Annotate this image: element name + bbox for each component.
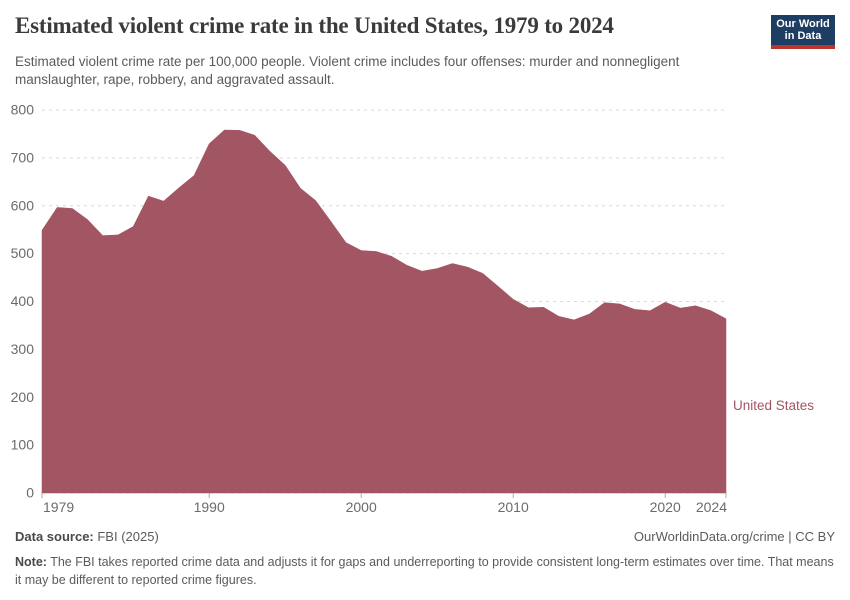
attribution-link: OurWorldinData.org/crime | CC BY	[633, 529, 835, 544]
footnote-label: Note:	[15, 555, 47, 569]
x-axis-tick-label: 1979	[43, 499, 74, 515]
x-axis-tick-label: 2000	[346, 499, 377, 515]
y-axis-tick-label: 100	[11, 437, 35, 453]
y-axis-tick-label: 500	[11, 245, 35, 261]
footer: Data source: FBI (2025) OurWorldinData.o…	[15, 529, 835, 544]
y-axis-tick-label: 600	[11, 197, 35, 213]
x-axis-tick-label: 1990	[194, 499, 225, 515]
footnote: Note: The FBI takes reported crime data …	[15, 553, 836, 589]
y-axis-tick-label: 200	[11, 389, 35, 405]
y-axis-tick-label: 700	[11, 149, 35, 165]
data-source-label: Data source:	[15, 529, 94, 544]
y-axis-tick-label: 800	[11, 102, 35, 118]
page-title: Estimated violent crime rate in the Unit…	[15, 13, 614, 38]
x-axis-tick-label: 2010	[498, 499, 529, 515]
footnote-text: The FBI takes reported crime data and ad…	[15, 555, 834, 587]
owid-logo[interactable]: Our World in Data	[771, 15, 835, 49]
data-source-value: FBI (2025)	[93, 529, 159, 544]
area-series-united-states	[41, 129, 727, 494]
x-axis-tick-label: 2024	[696, 499, 727, 515]
x-axis-tick-label: 2020	[650, 499, 681, 515]
data-source: Data source: FBI (2025)	[15, 529, 159, 544]
chart-subtitle: Estimated violent crime rate per 100,000…	[15, 54, 680, 87]
owid-logo-line2: in Data	[784, 30, 822, 42]
y-axis-tick-label: 400	[11, 293, 35, 309]
y-axis-tick-label: 0	[26, 485, 34, 501]
entity-label: United States	[733, 398, 814, 413]
owid-logo-line1: Our World	[776, 18, 830, 30]
y-axis-tick-label: 300	[11, 341, 35, 357]
chart-canvas: 0 100 200 300 400 500 600 700 800 1979 1990 2000 201…	[11, 102, 815, 516]
